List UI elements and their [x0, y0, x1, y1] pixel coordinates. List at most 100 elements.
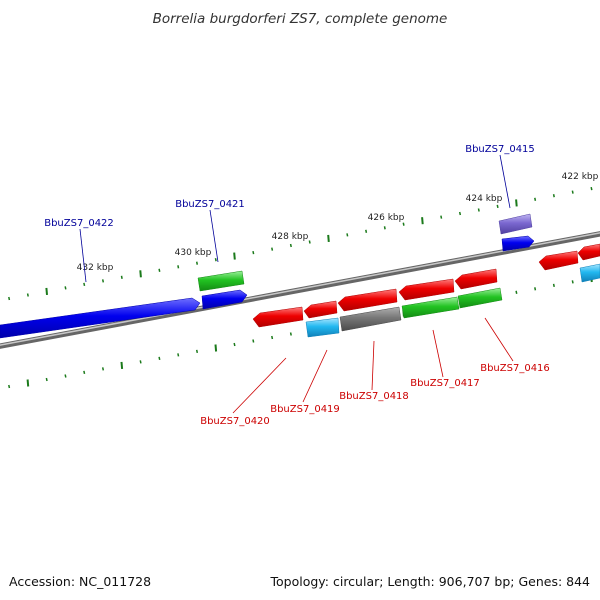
leader-0415 — [499, 154, 511, 209]
gene-label-0416[interactable]: BbuZS7_0416 — [480, 363, 550, 374]
leader-0417 — [432, 329, 444, 378]
minor-tick — [571, 280, 574, 284]
gene-arrow-0419[interactable] — [303, 300, 338, 319]
gene-label-0415[interactable]: BbuZS7_0415 — [465, 144, 535, 155]
major-tick — [421, 217, 424, 225]
map-title: Borrelia burgdorferi ZS7, complete genom… — [153, 11, 448, 27]
minor-tick — [289, 332, 292, 336]
minor-tick — [83, 370, 86, 375]
leader-0420 — [232, 357, 287, 414]
major-tick — [120, 361, 124, 369]
minor-tick — [139, 360, 142, 364]
accession-text: Accession: NC_011728 — [9, 574, 151, 589]
reverse-features — [252, 243, 600, 338]
gene-arrow-0415[interactable] — [501, 235, 535, 252]
gene-arrow-0420[interactable] — [252, 306, 304, 328]
minor-tick — [571, 190, 574, 194]
minor-tick — [383, 226, 386, 230]
minor-tick — [590, 186, 593, 191]
tick-label-424: 424 kbp — [466, 194, 503, 204]
forward-features — [0, 213, 535, 339]
minor-tick — [458, 211, 462, 216]
major-tick — [214, 344, 218, 352]
outer-tick-ring — [8, 186, 593, 301]
minor-tick — [45, 377, 48, 382]
minor-tick — [101, 279, 105, 283]
minor-tick — [365, 229, 368, 233]
minor-tick — [252, 339, 255, 343]
minor-tick — [83, 282, 86, 287]
major-tick — [515, 199, 518, 207]
gene-label-0421[interactable]: BbuZS7_0421 — [175, 199, 245, 210]
leader-0418 — [371, 340, 375, 391]
gene-label-0417[interactable]: BbuZS7_0417 — [410, 378, 480, 389]
tick-label-426: 426 kbp — [368, 213, 405, 223]
feature-0415-purple[interactable] — [498, 213, 533, 235]
minor-tick — [534, 287, 537, 291]
gene-arrow-right-2[interactable] — [577, 243, 600, 261]
rna-feature-0417[interactable] — [401, 296, 460, 319]
minor-tick — [64, 374, 67, 378]
gene-arrow-0417[interactable] — [398, 278, 455, 301]
gene-arrow-0422[interactable] — [0, 297, 201, 339]
leader-0416 — [484, 317, 514, 362]
minor-tick — [271, 247, 274, 251]
minor-tick — [552, 194, 555, 198]
minor-tick — [496, 204, 499, 209]
tick-label-430: 430 kbp — [175, 248, 212, 258]
minor-tick — [120, 275, 123, 279]
minor-tick — [515, 290, 518, 294]
gene-label-0418[interactable]: BbuZS7_0418 — [339, 391, 409, 402]
minor-tick — [177, 265, 180, 269]
minor-tick — [402, 222, 405, 226]
minor-tick — [477, 208, 480, 212]
minor-tick — [26, 293, 29, 297]
minor-tick — [195, 349, 199, 354]
gene-label-0422[interactable]: BbuZS7_0422 — [44, 218, 114, 229]
gene-label-0420[interactable]: BbuZS7_0420 — [200, 416, 270, 427]
cyan-feature-right[interactable] — [579, 263, 600, 283]
gene-labels: BbuZS7_0422 BbuZS7_0421 BbuZS7_0415 BbuZ… — [44, 144, 550, 427]
gene-label-0419[interactable]: BbuZS7_0419 — [270, 404, 340, 415]
rna-feature-0421[interactable] — [197, 270, 245, 292]
minor-tick — [308, 240, 311, 244]
major-tick — [26, 379, 30, 387]
tick-label-422: 422 kbp — [562, 172, 599, 182]
gene-arrow-0421[interactable] — [201, 289, 248, 310]
leader-0421 — [209, 209, 219, 263]
minor-tick — [195, 261, 199, 265]
tick-label-432: 432 kbp — [77, 263, 114, 273]
minor-tick — [289, 243, 292, 248]
minor-tick — [158, 268, 161, 272]
minor-tick — [346, 233, 349, 237]
tick-label-428: 428 kbp — [272, 232, 309, 242]
kbp-tick-labels: 432 kbp 430 kbp 428 kbp 426 kbp 424 kbp … — [77, 172, 599, 273]
minor-tick — [552, 283, 555, 288]
minor-tick — [271, 335, 274, 340]
minor-tick — [233, 342, 236, 347]
minor-tick — [158, 356, 161, 361]
label-leader-lines — [79, 154, 514, 414]
grey-feature-0418[interactable] — [339, 306, 402, 332]
minor-tick — [252, 250, 255, 255]
minor-tick — [177, 353, 180, 357]
minor-tick — [64, 286, 67, 290]
topology-text: Topology: circular; Length: 906,707 bp; … — [270, 574, 591, 589]
cyan-feature-0419[interactable] — [305, 317, 340, 338]
minor-tick — [8, 296, 11, 301]
gene-arrow-0418[interactable] — [337, 288, 398, 312]
gene-arrow-0416[interactable] — [454, 268, 498, 290]
major-tick — [139, 270, 142, 278]
leader-0419 — [302, 349, 328, 403]
major-tick — [233, 252, 236, 260]
major-tick — [45, 287, 48, 295]
minor-tick — [101, 367, 105, 371]
minor-tick — [8, 384, 11, 389]
gene-arrow-right-1[interactable] — [538, 250, 579, 271]
minor-tick — [440, 215, 443, 219]
minor-tick — [534, 197, 537, 201]
minor-tick — [214, 258, 217, 262]
rna-feature-0416[interactable] — [457, 287, 503, 309]
